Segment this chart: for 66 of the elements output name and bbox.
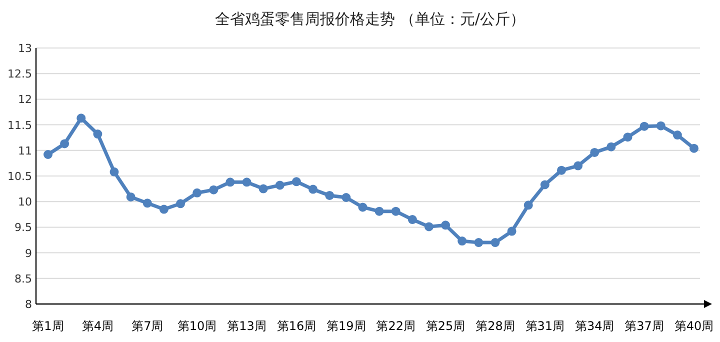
point (441, 220, 450, 230)
point (623, 132, 632, 142)
point (308, 184, 318, 194)
point (458, 236, 467, 246)
point (44, 150, 52, 159)
point (391, 206, 400, 216)
y-tick-label: 13 (18, 42, 32, 55)
y-tick-label: 8.5 (14, 272, 32, 286)
point (142, 198, 152, 208)
x-tick-label: 第19周 (326, 319, 366, 333)
point (209, 185, 218, 194)
x-tick-label: 第22周 (376, 319, 416, 333)
x-tick-label: 第34周 (574, 319, 614, 333)
y-tick-label: 9.5 (14, 221, 32, 234)
point (126, 192, 136, 202)
point (374, 206, 384, 216)
x-tick-label: 第28周 (476, 319, 515, 333)
x-tick-label: 第10周 (177, 319, 217, 333)
point (424, 222, 434, 232)
x-tick-label: 第7周 (132, 319, 164, 333)
chart-title: 全省鸡蛋零售周报价格走势 （单位：元/公斤） (215, 10, 525, 28)
y-tick-label: 8 (25, 298, 32, 311)
point (574, 161, 583, 170)
point (93, 130, 102, 139)
point (358, 202, 368, 212)
point (640, 122, 649, 131)
x-tick-label: 第16周 (276, 319, 316, 333)
y-tick-label: 10 (18, 196, 32, 209)
point (690, 144, 698, 153)
point (556, 166, 566, 175)
x-tick-label: 第40周 (674, 319, 714, 333)
y-tick-label: 9 (25, 246, 32, 260)
point (507, 226, 516, 236)
point (590, 148, 600, 157)
point (606, 142, 616, 152)
point (226, 178, 235, 187)
y-tick-label: 11 (18, 144, 32, 158)
x-tick-label: 第31周 (525, 319, 565, 333)
point (656, 121, 666, 130)
point (325, 190, 334, 200)
point (342, 193, 351, 202)
x-tick-label: 第13周 (227, 319, 266, 333)
point (110, 167, 119, 176)
point (76, 114, 86, 123)
point (524, 200, 533, 210)
point (159, 204, 168, 214)
point (60, 139, 70, 148)
point (490, 238, 500, 248)
point (540, 180, 550, 190)
point (192, 188, 202, 198)
point (176, 199, 186, 208)
x-tick-label: 第1周 (32, 319, 64, 333)
point (672, 130, 682, 140)
x-tick-label: 第37周 (624, 319, 664, 333)
x-tick-label: 第25周 (426, 319, 466, 333)
y-tick-label: 10.5 (8, 170, 32, 183)
point (275, 180, 284, 190)
y-tick-label: 12.5 (8, 68, 32, 81)
point (292, 177, 301, 186)
x-tick-label: 第4周 (82, 319, 114, 333)
y-tick-label: 12 (18, 93, 32, 106)
y-tick-label: 11.5 (8, 118, 32, 132)
point (408, 215, 417, 224)
point (474, 238, 484, 248)
point (242, 178, 252, 187)
point (258, 184, 268, 194)
